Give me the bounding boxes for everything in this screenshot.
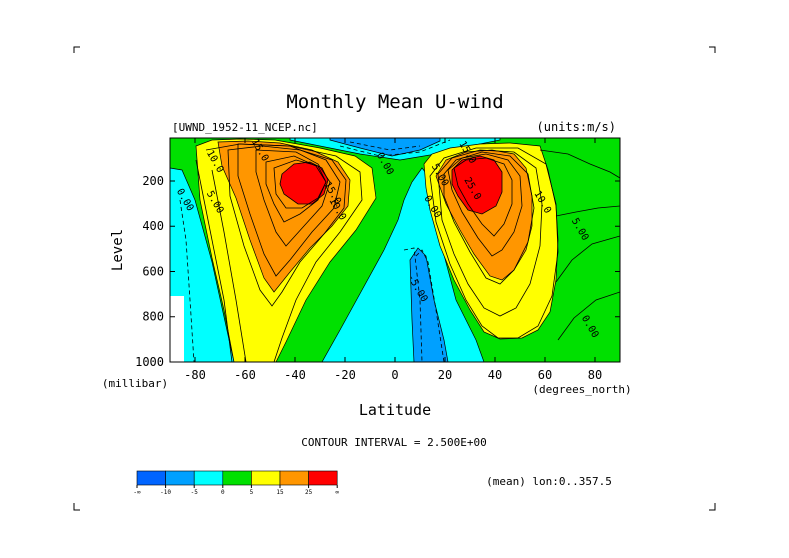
y-axis: 200 400 600 800 1000 [135, 174, 620, 369]
colorbar-level-label: 25 [305, 489, 313, 496]
colorbar-level-label: 5 [250, 489, 254, 496]
x-tick-label: 20 [438, 368, 452, 382]
band-cyan-south [170, 167, 235, 362]
band-blue-lower [409, 247, 449, 362]
colorbar-level-label: ∞ [335, 489, 339, 496]
y-tick-label: 800 [142, 310, 164, 324]
y-tick-label: 400 [142, 219, 164, 233]
x-tick-label: 60 [538, 368, 552, 382]
band-red-north [451, 155, 503, 215]
colorbar-swatch [165, 470, 195, 486]
x-tick-label: 80 [588, 368, 602, 382]
y-tick-label: 600 [142, 264, 164, 278]
colorbar-swatch [279, 470, 309, 486]
x-tick-label: -60 [234, 368, 256, 382]
colorbar-level-label: 0 [221, 489, 225, 496]
x-axis-label: Latitude [359, 401, 431, 419]
colorbar-level-label: -10 [160, 489, 171, 496]
y-axis-unit: (millibar) [102, 377, 168, 390]
colorbar-level-label: -5 [191, 489, 199, 496]
colorbar-swatch [308, 470, 338, 486]
missing-data-area [170, 296, 184, 362]
x-tick-label: 40 [488, 368, 502, 382]
units-label: (units:m/s) [537, 120, 616, 134]
contour-lines [195, 143, 620, 362]
band-blue-top [329, 138, 441, 157]
chart-title: Monthly Mean U-wind [286, 91, 503, 113]
x-tick-label: 0 [391, 368, 398, 382]
contour-field [170, 138, 620, 362]
colorbar-level-label: 15 [276, 489, 284, 496]
x-tick-label: -20 [334, 368, 356, 382]
colorbar: -∞ -10 -5 0 5 15 25 ∞ [133, 470, 339, 496]
y-axis-label: Level [110, 229, 126, 271]
x-axis-unit: (degrees_north) [532, 383, 631, 396]
y-tick-label: 200 [142, 174, 164, 188]
x-tick-label: -80 [184, 368, 206, 382]
footer-note: (mean) lon:0..357.5 [486, 475, 612, 488]
contour-interval-note: CONTOUR INTERVAL = 2.500E+00 [301, 436, 486, 449]
colorbar-swatch [251, 470, 281, 486]
dataset-label: [UWND_1952-11_NCEP.nc] [172, 121, 318, 134]
colorbar-swatch [222, 470, 252, 486]
y-tick-label: 1000 [135, 355, 164, 369]
x-axis: -80 -60 -40 -20 0 20 40 60 80 [184, 138, 602, 382]
page-corner-marks [73, 46, 716, 511]
colorbar-level-label: -∞ [133, 489, 141, 496]
colorbar-swatch [193, 470, 224, 486]
colorbar-swatch [136, 470, 166, 486]
x-tick-label: -40 [284, 368, 306, 382]
band-cyan-equatorial [321, 167, 485, 362]
negative-contours [179, 139, 451, 362]
